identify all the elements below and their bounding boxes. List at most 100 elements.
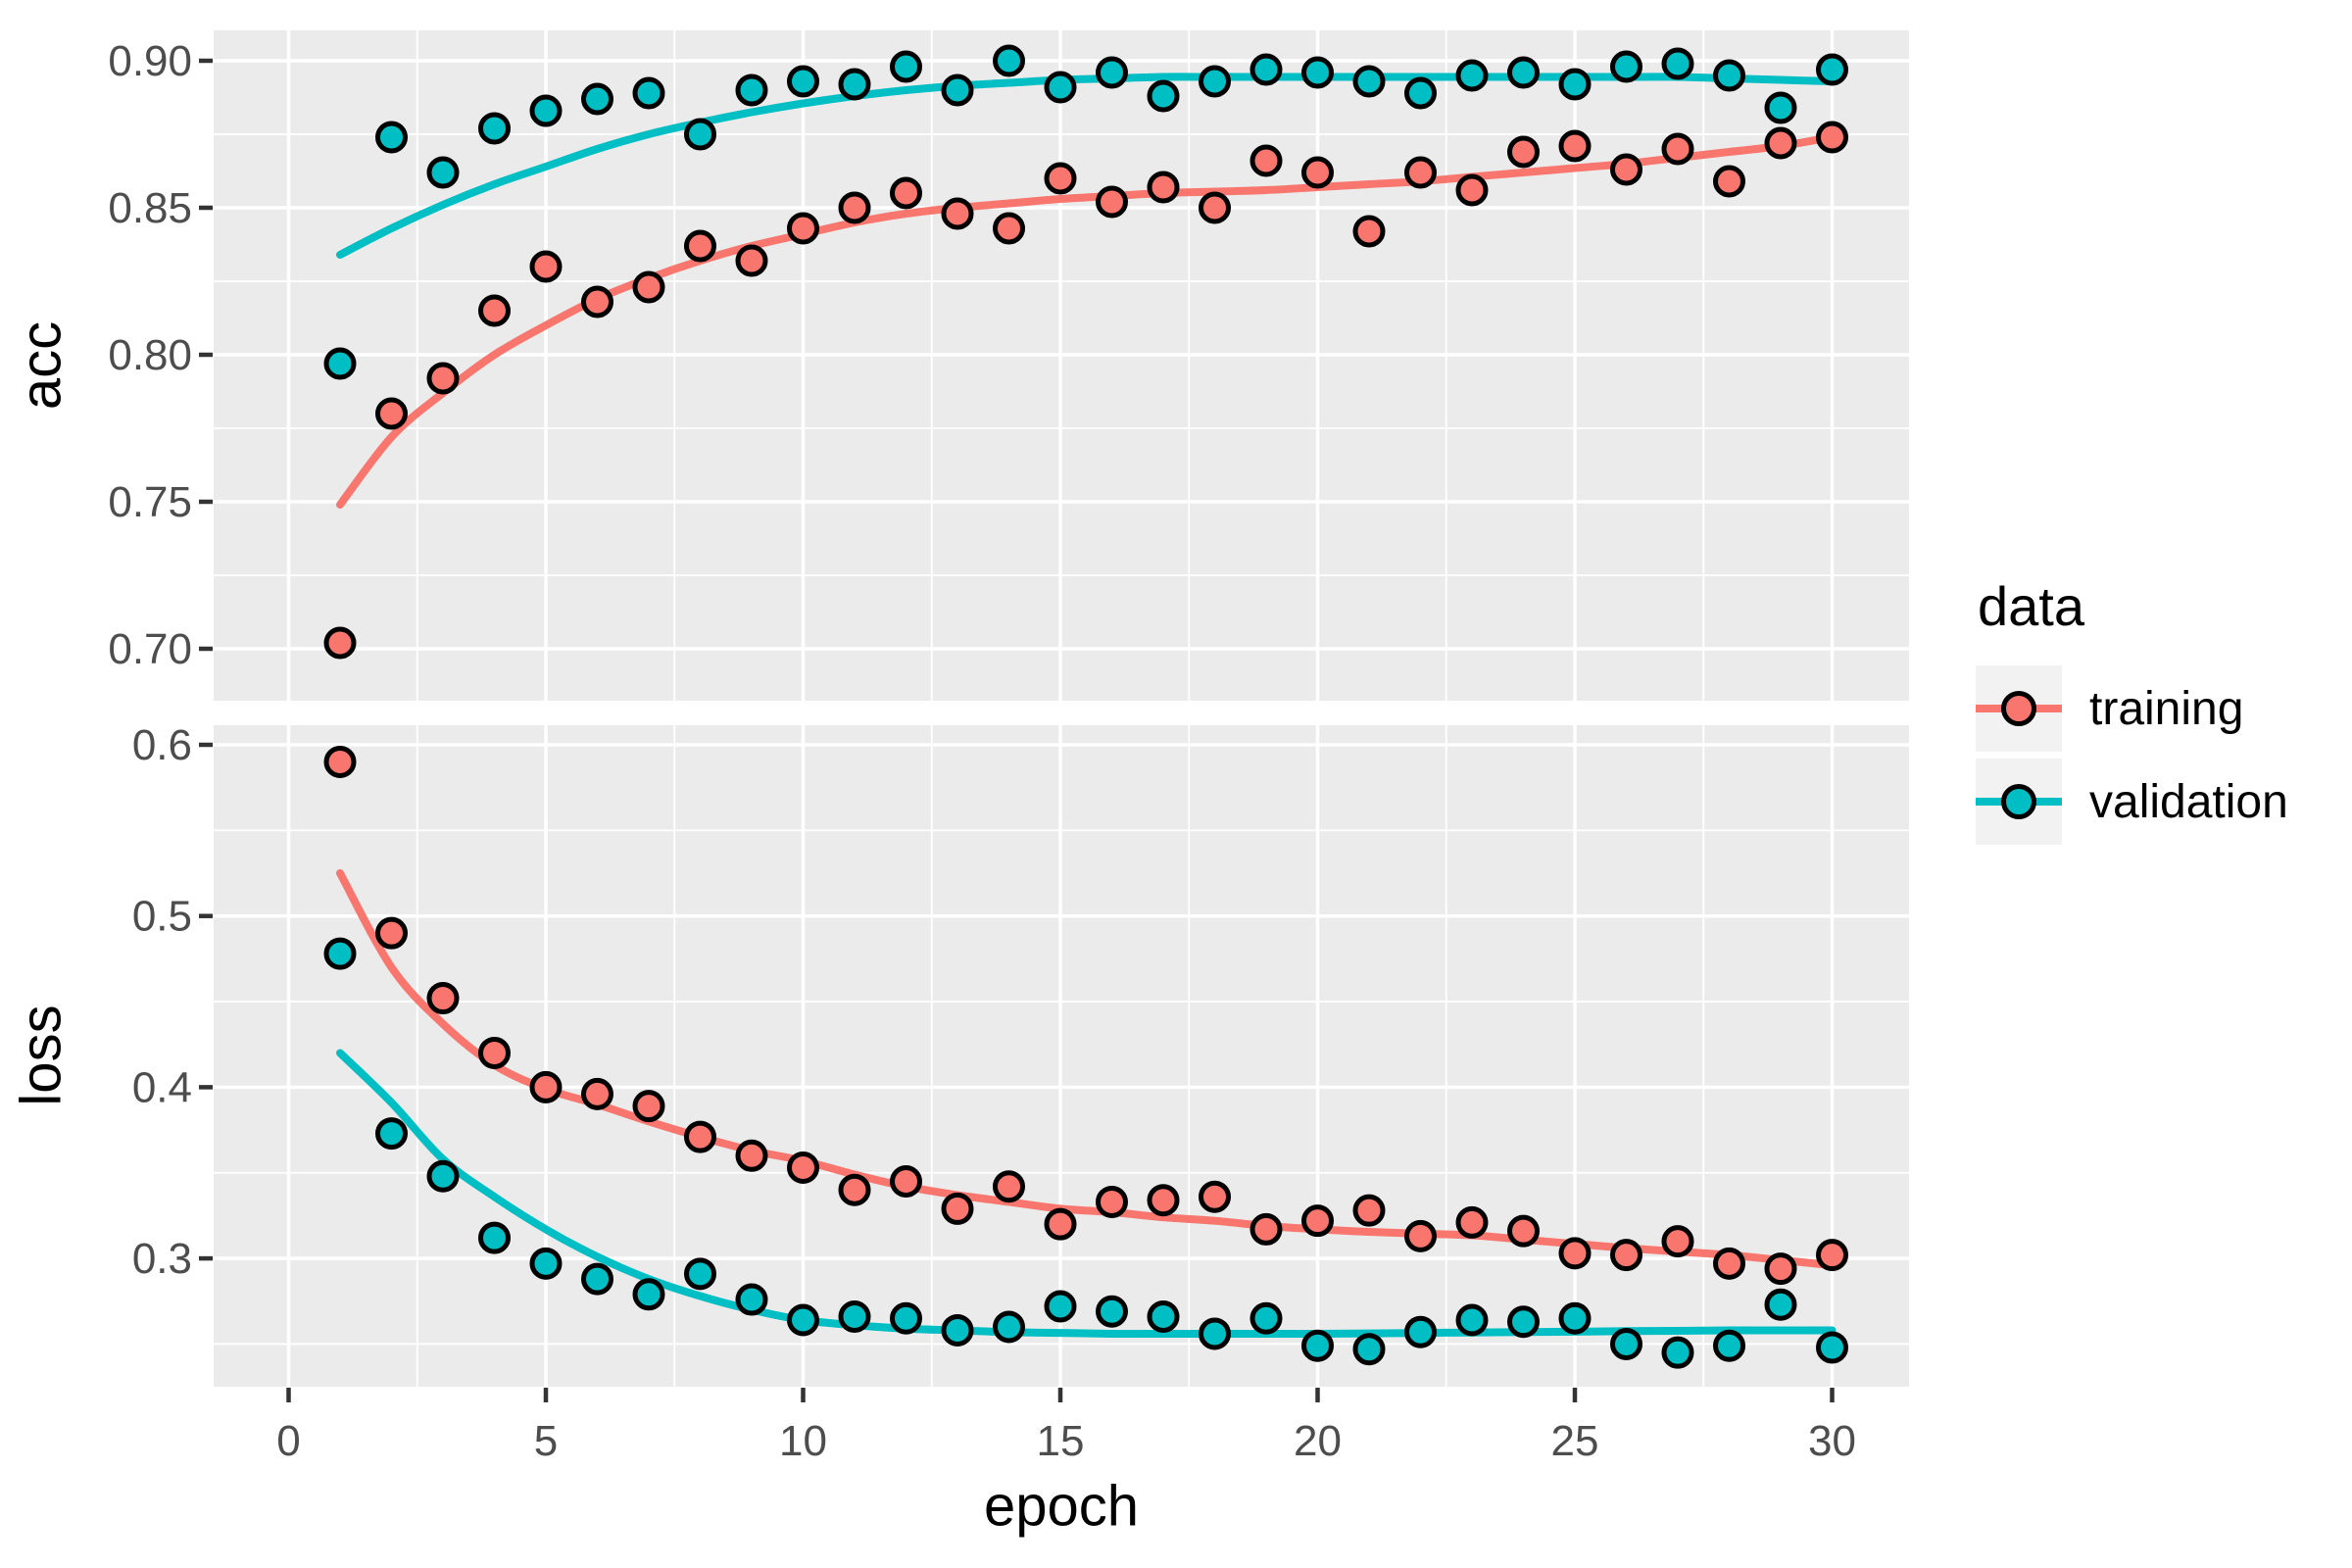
data-point-validation [323,347,357,380]
data-point-validation [993,44,1025,77]
x-tick-label: 30 [1808,1417,1856,1465]
data-point-validation [1250,1301,1283,1335]
x-tick-label: 0 [276,1417,300,1465]
legend-label-training: training [2089,682,2244,735]
data-point-training [890,1164,922,1198]
data-point-validation [426,156,460,189]
data-point-training [632,1090,665,1123]
y-tick-label: 0.70 [108,625,192,673]
data-point-training [1250,144,1283,177]
data-point-training [1147,1184,1180,1217]
data-point-validation [529,94,563,127]
data-point-validation [323,937,357,970]
data-point-training [941,1192,974,1225]
data-point-training [375,397,408,430]
data-point-validation [787,65,819,98]
data-point-training [1301,1204,1334,1238]
panel-loss: 0.6 0.5 0.4 0.3 [132,721,1909,1387]
data-point-validation [1610,1327,1642,1360]
y-axis-title-loss: loss [9,1004,74,1106]
data-point-validation [1558,1301,1592,1335]
data-point-validation [1661,47,1694,80]
legend-point-icon [2001,691,2036,726]
data-point-training [735,244,768,277]
data-point-training [426,982,460,1015]
data-point-validation [1404,1315,1437,1348]
data-point-validation [1558,68,1592,101]
data-point-training [1044,1207,1077,1241]
legend-key-training [1976,665,2062,752]
data-point-validation [1147,1299,1180,1333]
data-point-training [581,285,613,318]
data-point-training [993,212,1025,245]
data-point-validation [1661,1336,1694,1369]
data-point-training [838,1173,871,1206]
data-point-validation [684,1257,716,1291]
data-point-validation [1816,53,1848,86]
y-tick-label: 0.90 [108,37,192,85]
data-point-validation [1044,71,1077,104]
data-point-validation [1096,1295,1128,1328]
data-point-validation [941,1313,974,1347]
y-tick-label: 0.4 [132,1063,192,1111]
data-point-validation [1455,1303,1489,1337]
data-point-training [1301,156,1334,189]
data-point-validation [1764,91,1797,124]
data-point-training [323,626,357,660]
data-point-training [478,294,511,327]
data-point-training [581,1077,613,1110]
data-point-training [1507,135,1540,169]
data-point-training [1404,156,1437,189]
data-point-training [1558,1237,1592,1270]
legend: data training validation [1976,574,2288,852]
data-point-validation [735,1283,768,1316]
data-point-validation [1610,50,1642,83]
data-point-training [787,212,819,245]
data-point-validation [1507,56,1540,89]
data-point-validation [581,1262,613,1296]
data-point-training [1096,1185,1128,1218]
legend-item-training: training [1976,665,2288,752]
data-point-training [1816,121,1848,154]
data-point-training [1661,132,1694,166]
data-point-training [1404,1219,1437,1252]
data-point-validation [993,1310,1025,1344]
data-point-validation [581,82,613,116]
data-point-training [1610,153,1642,186]
data-point-training [1455,173,1489,207]
data-point-validation [1455,59,1489,92]
data-point-validation [1404,76,1437,110]
data-point-validation [890,1301,922,1335]
data-point-validation [426,1159,460,1193]
legend-key-validation [1976,759,2062,845]
data-point-validation [1713,59,1745,92]
data-point-training [1816,1239,1848,1272]
data-point-training [375,916,408,950]
data-point-validation [478,112,511,145]
data-point-validation [941,74,974,107]
data-point-validation [632,1278,665,1311]
data-point-training [1610,1239,1642,1272]
x-tick-label: 15 [1037,1417,1085,1465]
data-point-validation [1044,1290,1077,1323]
data-point-validation [1147,79,1180,113]
data-point-validation [632,76,665,110]
y-tick-label: 0.5 [132,893,192,941]
data-point-validation [735,74,768,107]
data-point-validation [1764,1288,1797,1321]
x-tick-label: 25 [1551,1417,1599,1465]
data-point-training [1558,129,1592,163]
data-point-training [1455,1205,1489,1239]
data-point-training [1661,1225,1694,1258]
data-point-validation [1713,1329,1745,1362]
data-point-training [529,250,563,283]
legend-label-validation: validation [2089,775,2288,828]
data-point-validation [1199,65,1231,98]
data-point-training [1713,165,1745,198]
data-point-validation [1250,53,1283,86]
data-point-training [1352,215,1386,248]
x-axis-title: epoch [983,1474,1140,1539]
data-point-training [890,176,922,210]
